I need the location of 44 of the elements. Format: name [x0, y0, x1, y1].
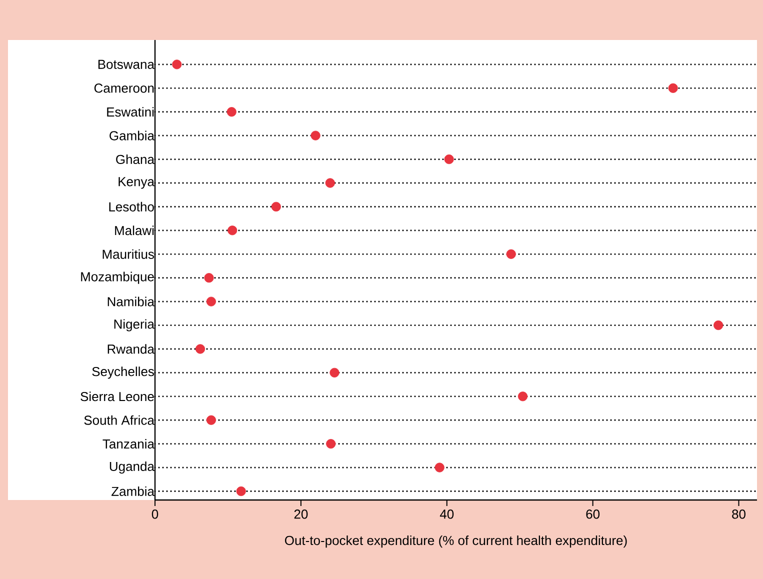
point	[206, 415, 216, 425]
point	[236, 486, 246, 496]
y-tick-label: Malawi	[115, 226, 154, 236]
x-tick-label: 0	[152, 510, 158, 519]
y-tick-label: Tanzania	[102, 439, 154, 449]
y-tick-label: Uganda	[110, 461, 154, 474]
point	[195, 344, 206, 354]
point	[271, 202, 281, 212]
y-tick-label: Lesotho	[109, 202, 154, 212]
point	[330, 368, 340, 378]
x-tick-label: 20	[294, 510, 308, 519]
point	[310, 130, 320, 140]
y-tick-label: Namibia	[108, 296, 154, 306]
point	[444, 154, 454, 164]
point	[326, 439, 336, 449]
point	[714, 320, 724, 330]
point	[206, 296, 216, 306]
x-axis-title: Out-to-pocket expenditure (% of current health expenditure)	[284, 536, 627, 548]
y-tick-label: Nigeria	[114, 319, 154, 332]
y-tick-label: Kenya	[118, 177, 154, 189]
x-tick-label: 60	[586, 510, 600, 519]
point	[226, 107, 236, 117]
y-tick-label: Eswatini	[107, 107, 154, 117]
point	[228, 226, 238, 236]
y-tick-label: Ghana	[116, 154, 154, 164]
point	[204, 273, 214, 283]
y-tick-label: Botswana	[98, 60, 154, 69]
y-tick-label: Seychelles	[92, 366, 154, 379]
y-tick-label: Gambia	[110, 130, 154, 140]
y-tick-label: Mozambique	[81, 272, 154, 284]
point	[506, 249, 516, 259]
y-tick-label: Sierra Leone	[80, 392, 154, 402]
y-tick-label: Mauritius	[102, 249, 154, 259]
point	[172, 60, 182, 70]
y-tick-label: Rwanda	[108, 344, 154, 354]
point	[518, 392, 528, 402]
y-tick-label: Cameroon	[94, 84, 154, 93]
x-tick-label: 80	[732, 510, 746, 519]
point	[668, 83, 678, 93]
point	[325, 178, 335, 188]
point	[434, 462, 444, 472]
x-tick-label: 40	[440, 510, 454, 519]
y-tick-label: South Africa	[84, 415, 154, 425]
y-tick-label: Zambia	[112, 486, 154, 496]
